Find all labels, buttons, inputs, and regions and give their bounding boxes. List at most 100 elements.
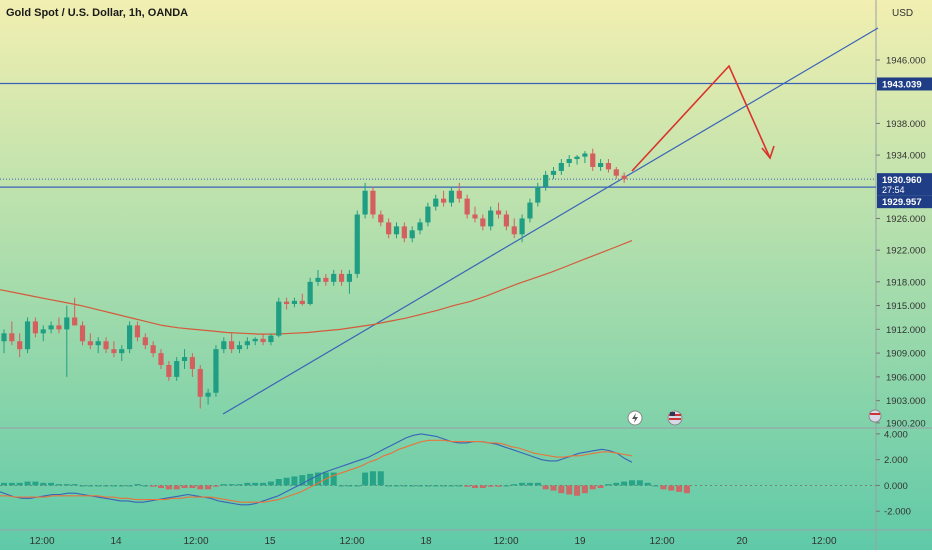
candle-body — [236, 345, 243, 350]
candle-body — [95, 341, 101, 346]
macd-histogram-bar — [621, 481, 628, 486]
time-tick-label: 20 — [736, 536, 748, 547]
macd-tick-label: 2.000 — [884, 455, 908, 466]
macd-histogram-bar — [275, 479, 282, 486]
macd-histogram-bar — [32, 481, 39, 486]
macd-histogram-bar — [291, 476, 298, 486]
candle-body — [511, 226, 517, 235]
candle-body — [315, 277, 321, 282]
candle-body — [134, 325, 141, 338]
macd-histogram-bar — [511, 484, 518, 486]
candle-body — [276, 301, 282, 336]
macd-histogram-bar — [644, 482, 651, 486]
macd-histogram-bar — [165, 485, 172, 490]
price-tick-label: 1922.000 — [886, 246, 926, 257]
time-tick-label: 12:00 — [811, 536, 836, 547]
candle-body — [181, 357, 188, 362]
chart-title: Gold Spot / U.S. Dollar, 1h, OANDA — [6, 7, 188, 19]
candle-body — [119, 349, 125, 354]
candle-body — [354, 214, 360, 274]
price-tick-label: 1912.000 — [886, 325, 926, 336]
macd-histogram-bar — [393, 485, 400, 487]
macd-histogram-bar — [440, 485, 447, 487]
price-label-current-bg — [877, 173, 932, 196]
candle-body — [598, 163, 604, 167]
us-flag-icon[interactable] — [667, 410, 683, 426]
macd-histogram-bar — [660, 485, 667, 490]
macd-histogram-bar — [613, 482, 620, 486]
macd-histogram-bar — [197, 485, 204, 490]
price-label-level-bg — [877, 77, 932, 91]
candle-body — [213, 349, 219, 393]
candle-body — [32, 321, 38, 334]
us-flag-icon[interactable] — [868, 409, 882, 423]
macd-histogram-bar — [24, 481, 31, 486]
candle-body — [48, 325, 54, 330]
candle-body — [284, 301, 290, 305]
macd-histogram-bar — [448, 485, 455, 487]
candle-body — [527, 202, 533, 219]
price-tick-label: 1906.000 — [886, 372, 926, 383]
macd-histogram-bar — [63, 484, 70, 486]
candle-body — [150, 345, 156, 354]
candle-body — [378, 214, 384, 223]
time-tick-label: 19 — [574, 536, 586, 547]
macd-histogram-bar — [189, 485, 196, 489]
candle-body — [331, 273, 337, 282]
candle-body — [268, 335, 274, 343]
macd-histogram-bar — [173, 485, 180, 490]
price-label-current: 1930.960 — [882, 175, 922, 186]
candle-body — [166, 365, 172, 377]
candle-body — [441, 198, 447, 203]
price-tick-label: 1903.000 — [886, 396, 926, 407]
candle-body — [229, 341, 235, 350]
candle-body — [393, 226, 400, 235]
candle-body — [111, 349, 117, 354]
candle-body — [260, 338, 266, 343]
candle-body — [480, 218, 486, 227]
macd-histogram-bar — [118, 485, 125, 487]
currency-label: USD — [892, 8, 913, 19]
macd-signal-line — [0, 439, 633, 503]
price-label-support: 1929.957 — [882, 197, 922, 208]
candle-body — [488, 210, 494, 227]
macd-histogram-bar — [581, 485, 588, 494]
price-label-support-bg — [877, 195, 932, 209]
lightning-icon[interactable] — [627, 410, 643, 426]
candle-body — [307, 281, 313, 305]
macd-line — [0, 433, 633, 506]
macd-histogram-bar — [48, 482, 55, 486]
time-tick-label: 12:00 — [29, 536, 54, 547]
macd-histogram-bar — [417, 485, 424, 487]
macd-histogram-bar — [55, 484, 62, 486]
macd-histogram-bar — [409, 485, 416, 487]
time-tick-label: 18 — [420, 536, 432, 547]
candle-body — [244, 341, 250, 346]
candle-body — [103, 341, 109, 350]
macd-histogram-bar — [346, 485, 353, 487]
macd-histogram-bar — [676, 485, 683, 492]
candle-body — [40, 329, 46, 334]
candle-body — [56, 325, 62, 330]
candle-body — [346, 273, 352, 282]
macd-histogram-bar — [142, 485, 149, 487]
macd-histogram-bar — [558, 485, 565, 494]
candle-body — [386, 222, 392, 235]
macd-histogram-bar — [40, 482, 47, 486]
macd-histogram-bar — [464, 485, 471, 487]
candle-body — [189, 357, 195, 369]
candle-body — [550, 170, 557, 175]
macd-histogram-bar — [103, 485, 110, 487]
macd-histogram-bar — [589, 485, 596, 490]
macd-histogram-bar — [283, 477, 290, 486]
macd-histogram-bar — [87, 485, 94, 487]
candle-body — [64, 317, 70, 330]
price-label-level: 1943.039 — [882, 79, 922, 90]
price-tick-label: 1900.200 — [886, 418, 926, 429]
time-tick-label: 12:00 — [649, 536, 674, 547]
time-tick-label: 12:00 — [339, 536, 364, 547]
